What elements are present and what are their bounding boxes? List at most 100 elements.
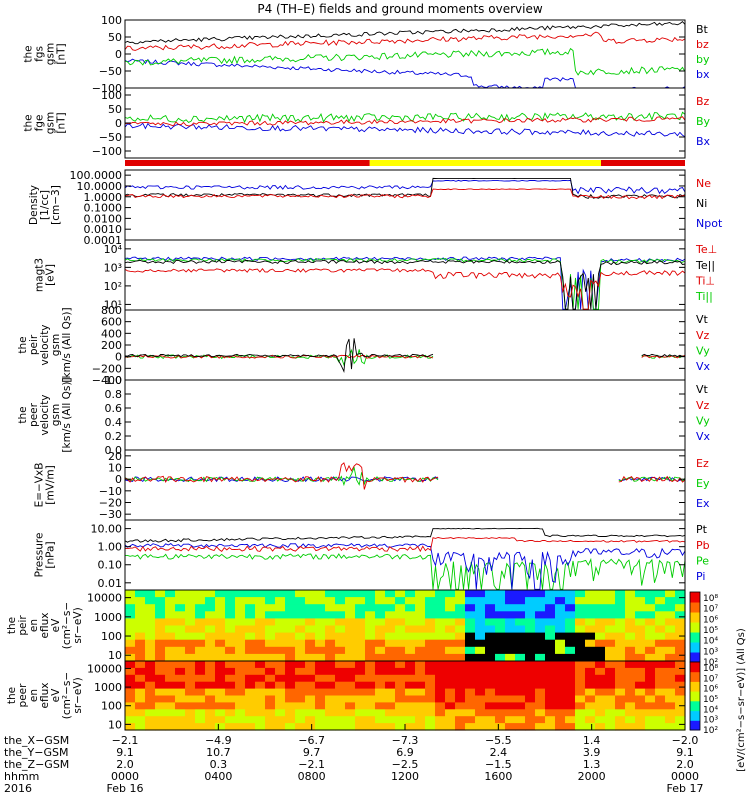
y-tick-label: 0.8 — [105, 388, 123, 401]
heatmap-cell — [575, 604, 586, 612]
y-tick-label: 10⁴ — [104, 243, 123, 256]
heatmap-cell — [435, 639, 446, 648]
colorbar-tick-label: 10⁸ — [703, 594, 718, 604]
x-tick-label: 0.3 — [210, 758, 228, 771]
heatmap-cell — [305, 681, 316, 690]
heatmap-cell — [415, 618, 426, 627]
heatmap-cell — [225, 618, 236, 627]
y-label-line: [eV] — [45, 264, 57, 286]
heatmap-cell — [165, 611, 176, 619]
heatmap-cell — [155, 639, 166, 648]
mode-bar-segment — [601, 160, 685, 166]
heatmap-cell — [245, 611, 256, 619]
heatmap-cell — [625, 702, 636, 710]
heatmap-cell — [625, 667, 636, 676]
heatmap-cell — [445, 611, 456, 619]
heatmap-cell — [505, 661, 516, 669]
x-tick-label: 9.1 — [116, 746, 134, 759]
heatmap-cell — [295, 681, 306, 690]
heatmap-cell — [665, 618, 676, 627]
heatmap-cell — [195, 611, 206, 619]
heatmap-cell — [135, 590, 146, 598]
heatmap-cell — [535, 646, 546, 655]
heatmap-cell — [515, 688, 526, 697]
heatmap-cell — [465, 716, 476, 724]
x-tick-label: −2.1 — [298, 758, 325, 771]
heatmap-cell — [315, 661, 326, 669]
legend-bt: Bt — [696, 23, 709, 36]
heatmap-cell — [575, 709, 586, 717]
heatmap-cell — [155, 625, 166, 634]
heatmap-cell — [425, 661, 436, 669]
heatmap-cell — [465, 709, 476, 717]
heatmap-cell — [425, 590, 436, 598]
heatmap-cell — [195, 597, 206, 605]
heatmap-cell — [585, 625, 596, 634]
heatmap-cell — [665, 688, 676, 697]
heatmap-cell — [185, 597, 196, 605]
heatmap-cell — [455, 688, 466, 697]
heatmap-cell — [135, 702, 146, 710]
heatmap-cell — [425, 611, 436, 619]
heatmap-cell — [225, 709, 236, 717]
heatmap-cell — [225, 632, 236, 641]
heatmap-cell — [525, 604, 536, 612]
heatmap-cell — [415, 611, 426, 619]
x-tick-label: 1.4 — [583, 734, 601, 747]
heatmap-cell — [235, 625, 246, 634]
heatmap-cell — [535, 681, 546, 690]
y-label-line: E=−VxB — [34, 463, 46, 508]
heatmap-cell — [545, 667, 556, 676]
y-label-line: the — [17, 336, 29, 353]
heatmap-cell — [305, 723, 316, 731]
heatmap-cell — [525, 590, 536, 598]
heatmap-cell — [565, 604, 576, 612]
heatmap-cell — [245, 674, 256, 683]
heatmap-cell — [285, 667, 296, 676]
y-tick-label: 0.6 — [105, 402, 123, 415]
x-tick-label: −6.7 — [298, 734, 325, 747]
heatmap-cell — [675, 611, 686, 619]
heatmap-cell — [465, 604, 476, 612]
heatmap-cell — [565, 723, 576, 731]
heatmap-cell — [355, 702, 366, 710]
y-tick-label: −50 — [99, 65, 122, 78]
heatmap-cell — [305, 716, 316, 724]
y-tick-label: 0.0 — [105, 444, 123, 457]
x-tick-label: 6.9 — [396, 746, 414, 759]
heatmap-cell — [155, 723, 166, 731]
heatmap-cell — [675, 661, 686, 669]
heatmap-cell — [635, 625, 646, 634]
heatmap-cell — [125, 667, 136, 676]
heatmap-cell — [135, 723, 146, 731]
heatmap-cell — [545, 625, 556, 634]
heatmap-cell — [495, 590, 506, 598]
heatmap-cell — [375, 661, 386, 669]
heatmap-cell — [325, 661, 336, 669]
heatmap-cell — [245, 632, 256, 641]
heatmap-cell — [445, 702, 456, 710]
heatmap-cell — [445, 674, 456, 683]
heatmap-cell — [355, 632, 366, 641]
series-black — [124, 338, 686, 373]
heatmap-cell — [515, 716, 526, 724]
colorbar-swatch — [690, 652, 700, 663]
colorbar-tick-label: 10⁸ — [703, 664, 718, 674]
heatmap-cell — [175, 597, 186, 605]
y-label-line: en — [28, 689, 40, 702]
heatmap-cell — [305, 695, 316, 703]
heatmap-cell — [385, 695, 396, 703]
heatmap-cell — [525, 709, 536, 717]
heatmap-cell — [485, 653, 496, 662]
heatmap-cell — [345, 597, 356, 605]
heatmap-cell — [535, 597, 546, 605]
heatmap-cell — [475, 695, 486, 703]
heatmap-cell — [435, 723, 446, 731]
heatmap-cell — [475, 597, 486, 605]
heatmap-cell — [605, 702, 616, 710]
heatmap-cell — [645, 625, 656, 634]
heatmap-cell — [585, 604, 596, 612]
heatmap-cell — [265, 604, 276, 612]
heatmap-cell — [655, 653, 666, 662]
heatmap-cell — [205, 632, 216, 641]
